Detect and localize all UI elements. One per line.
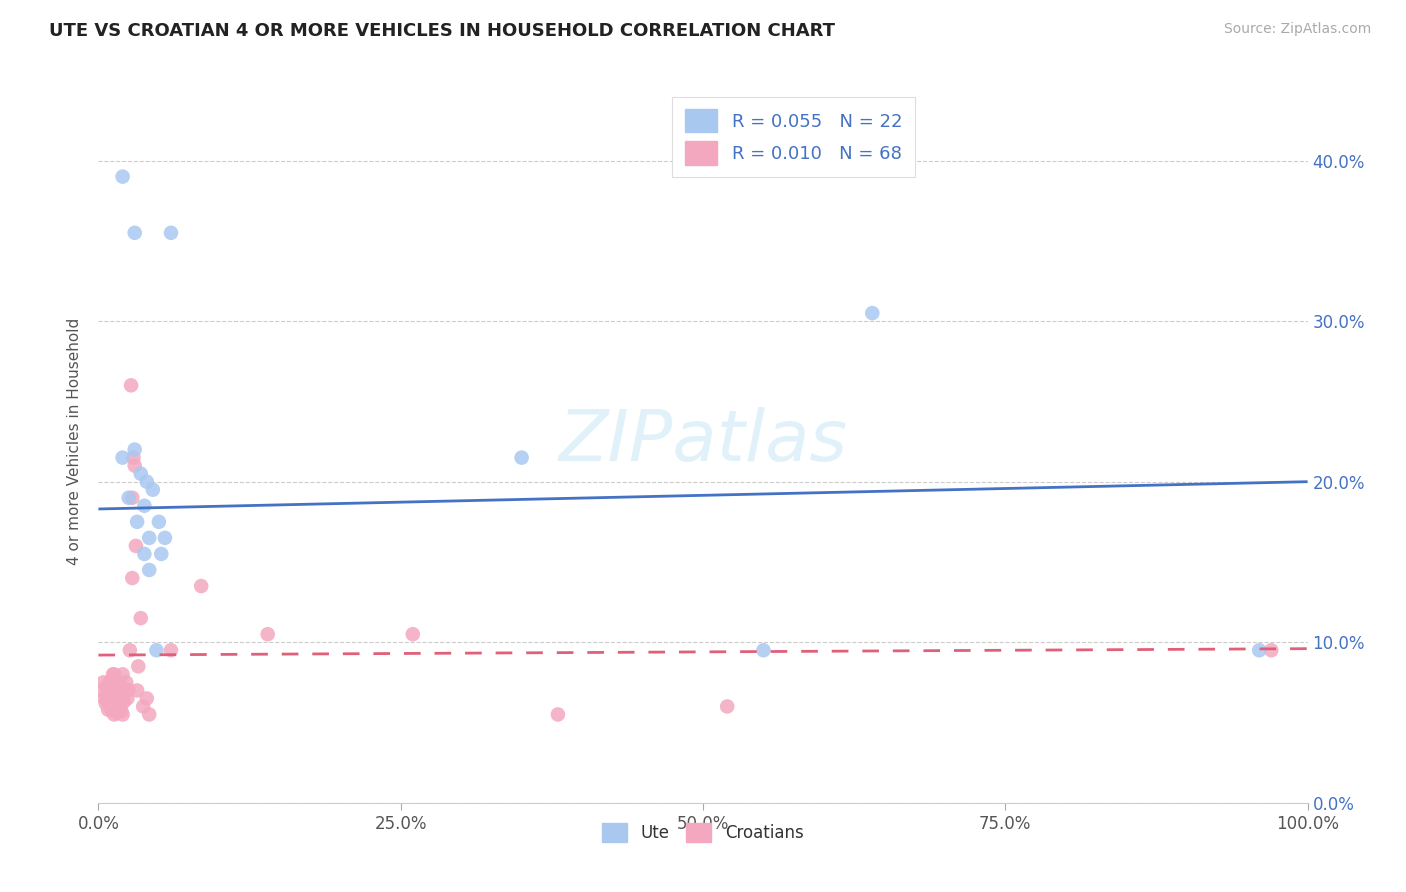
- Point: [100, 703, 122, 717]
- Point: [153, 531, 176, 545]
- Point: [190, 579, 212, 593]
- Point: [122, 450, 145, 465]
- Point: [752, 643, 775, 657]
- Point: [118, 683, 141, 698]
- Point: [111, 707, 134, 722]
- Point: [1260, 643, 1282, 657]
- Point: [138, 707, 160, 722]
- Point: [142, 483, 165, 497]
- Point: [108, 695, 131, 709]
- Point: [91, 675, 114, 690]
- Point: [104, 703, 127, 717]
- Point: [104, 695, 127, 709]
- Point: [108, 695, 131, 709]
- Point: [103, 707, 125, 722]
- Point: [111, 169, 134, 184]
- Point: [135, 475, 157, 489]
- Point: [108, 675, 131, 690]
- Text: Source: ZipAtlas.com: Source: ZipAtlas.com: [1223, 22, 1371, 37]
- Point: [108, 691, 131, 706]
- Point: [114, 683, 136, 698]
- Point: [105, 687, 128, 701]
- Text: ZIPatlas: ZIPatlas: [558, 407, 848, 476]
- Point: [100, 675, 122, 690]
- Point: [124, 226, 146, 240]
- Point: [135, 691, 157, 706]
- Point: [105, 691, 128, 706]
- Point: [111, 667, 134, 681]
- Point: [120, 378, 142, 392]
- Point: [150, 547, 173, 561]
- Point: [121, 491, 143, 505]
- Point: [148, 515, 170, 529]
- Point: [96, 680, 118, 694]
- Point: [127, 683, 149, 698]
- Point: [105, 679, 128, 693]
- Point: [107, 679, 129, 693]
- Point: [118, 643, 141, 657]
- Point: [124, 442, 146, 457]
- Point: [860, 306, 883, 320]
- Point: [132, 699, 155, 714]
- Point: [93, 691, 115, 706]
- Point: [510, 450, 533, 465]
- Point: [108, 691, 131, 706]
- Point: [107, 680, 129, 694]
- Point: [108, 699, 131, 714]
- Point: [112, 695, 135, 709]
- Point: [103, 667, 125, 681]
- Point: [108, 683, 131, 698]
- Point: [101, 683, 124, 698]
- Point: [1249, 643, 1271, 657]
- Point: [138, 531, 160, 545]
- Point: [121, 571, 143, 585]
- Point: [101, 667, 124, 681]
- Point: [145, 643, 167, 657]
- Point: [107, 687, 129, 701]
- Point: [547, 707, 569, 722]
- Text: UTE VS CROATIAN 4 OR MORE VEHICLES IN HOUSEHOLD CORRELATION CHART: UTE VS CROATIAN 4 OR MORE VEHICLES IN HO…: [49, 22, 835, 40]
- Point: [117, 691, 139, 706]
- Point: [118, 491, 141, 505]
- Point: [134, 547, 156, 561]
- Point: [111, 680, 134, 694]
- Point: [103, 696, 125, 710]
- Point: [91, 683, 114, 698]
- Point: [127, 659, 149, 673]
- Point: [115, 675, 138, 690]
- Point: [97, 703, 120, 717]
- Point: [256, 627, 278, 641]
- Point: [110, 691, 132, 706]
- Point: [160, 643, 183, 657]
- Point: [104, 683, 127, 698]
- Point: [125, 539, 148, 553]
- Point: [127, 515, 149, 529]
- Point: [129, 611, 152, 625]
- Point: [124, 458, 146, 473]
- Point: [110, 704, 132, 718]
- Point: [100, 687, 122, 701]
- Point: [138, 563, 160, 577]
- Point: [160, 226, 183, 240]
- Point: [716, 699, 738, 714]
- Point: [134, 499, 156, 513]
- Point: [96, 687, 118, 701]
- Point: [100, 680, 122, 694]
- Point: [129, 467, 152, 481]
- Point: [98, 695, 121, 709]
- Legend: Ute, Croatians: Ute, Croatians: [596, 816, 810, 848]
- Point: [100, 691, 122, 706]
- Point: [98, 675, 121, 690]
- Point: [94, 696, 117, 710]
- Point: [97, 691, 120, 706]
- Point: [100, 695, 122, 709]
- Y-axis label: 4 or more Vehicles in Household: 4 or more Vehicles in Household: [67, 318, 83, 566]
- Point: [105, 706, 128, 720]
- Point: [111, 450, 134, 465]
- Point: [402, 627, 425, 641]
